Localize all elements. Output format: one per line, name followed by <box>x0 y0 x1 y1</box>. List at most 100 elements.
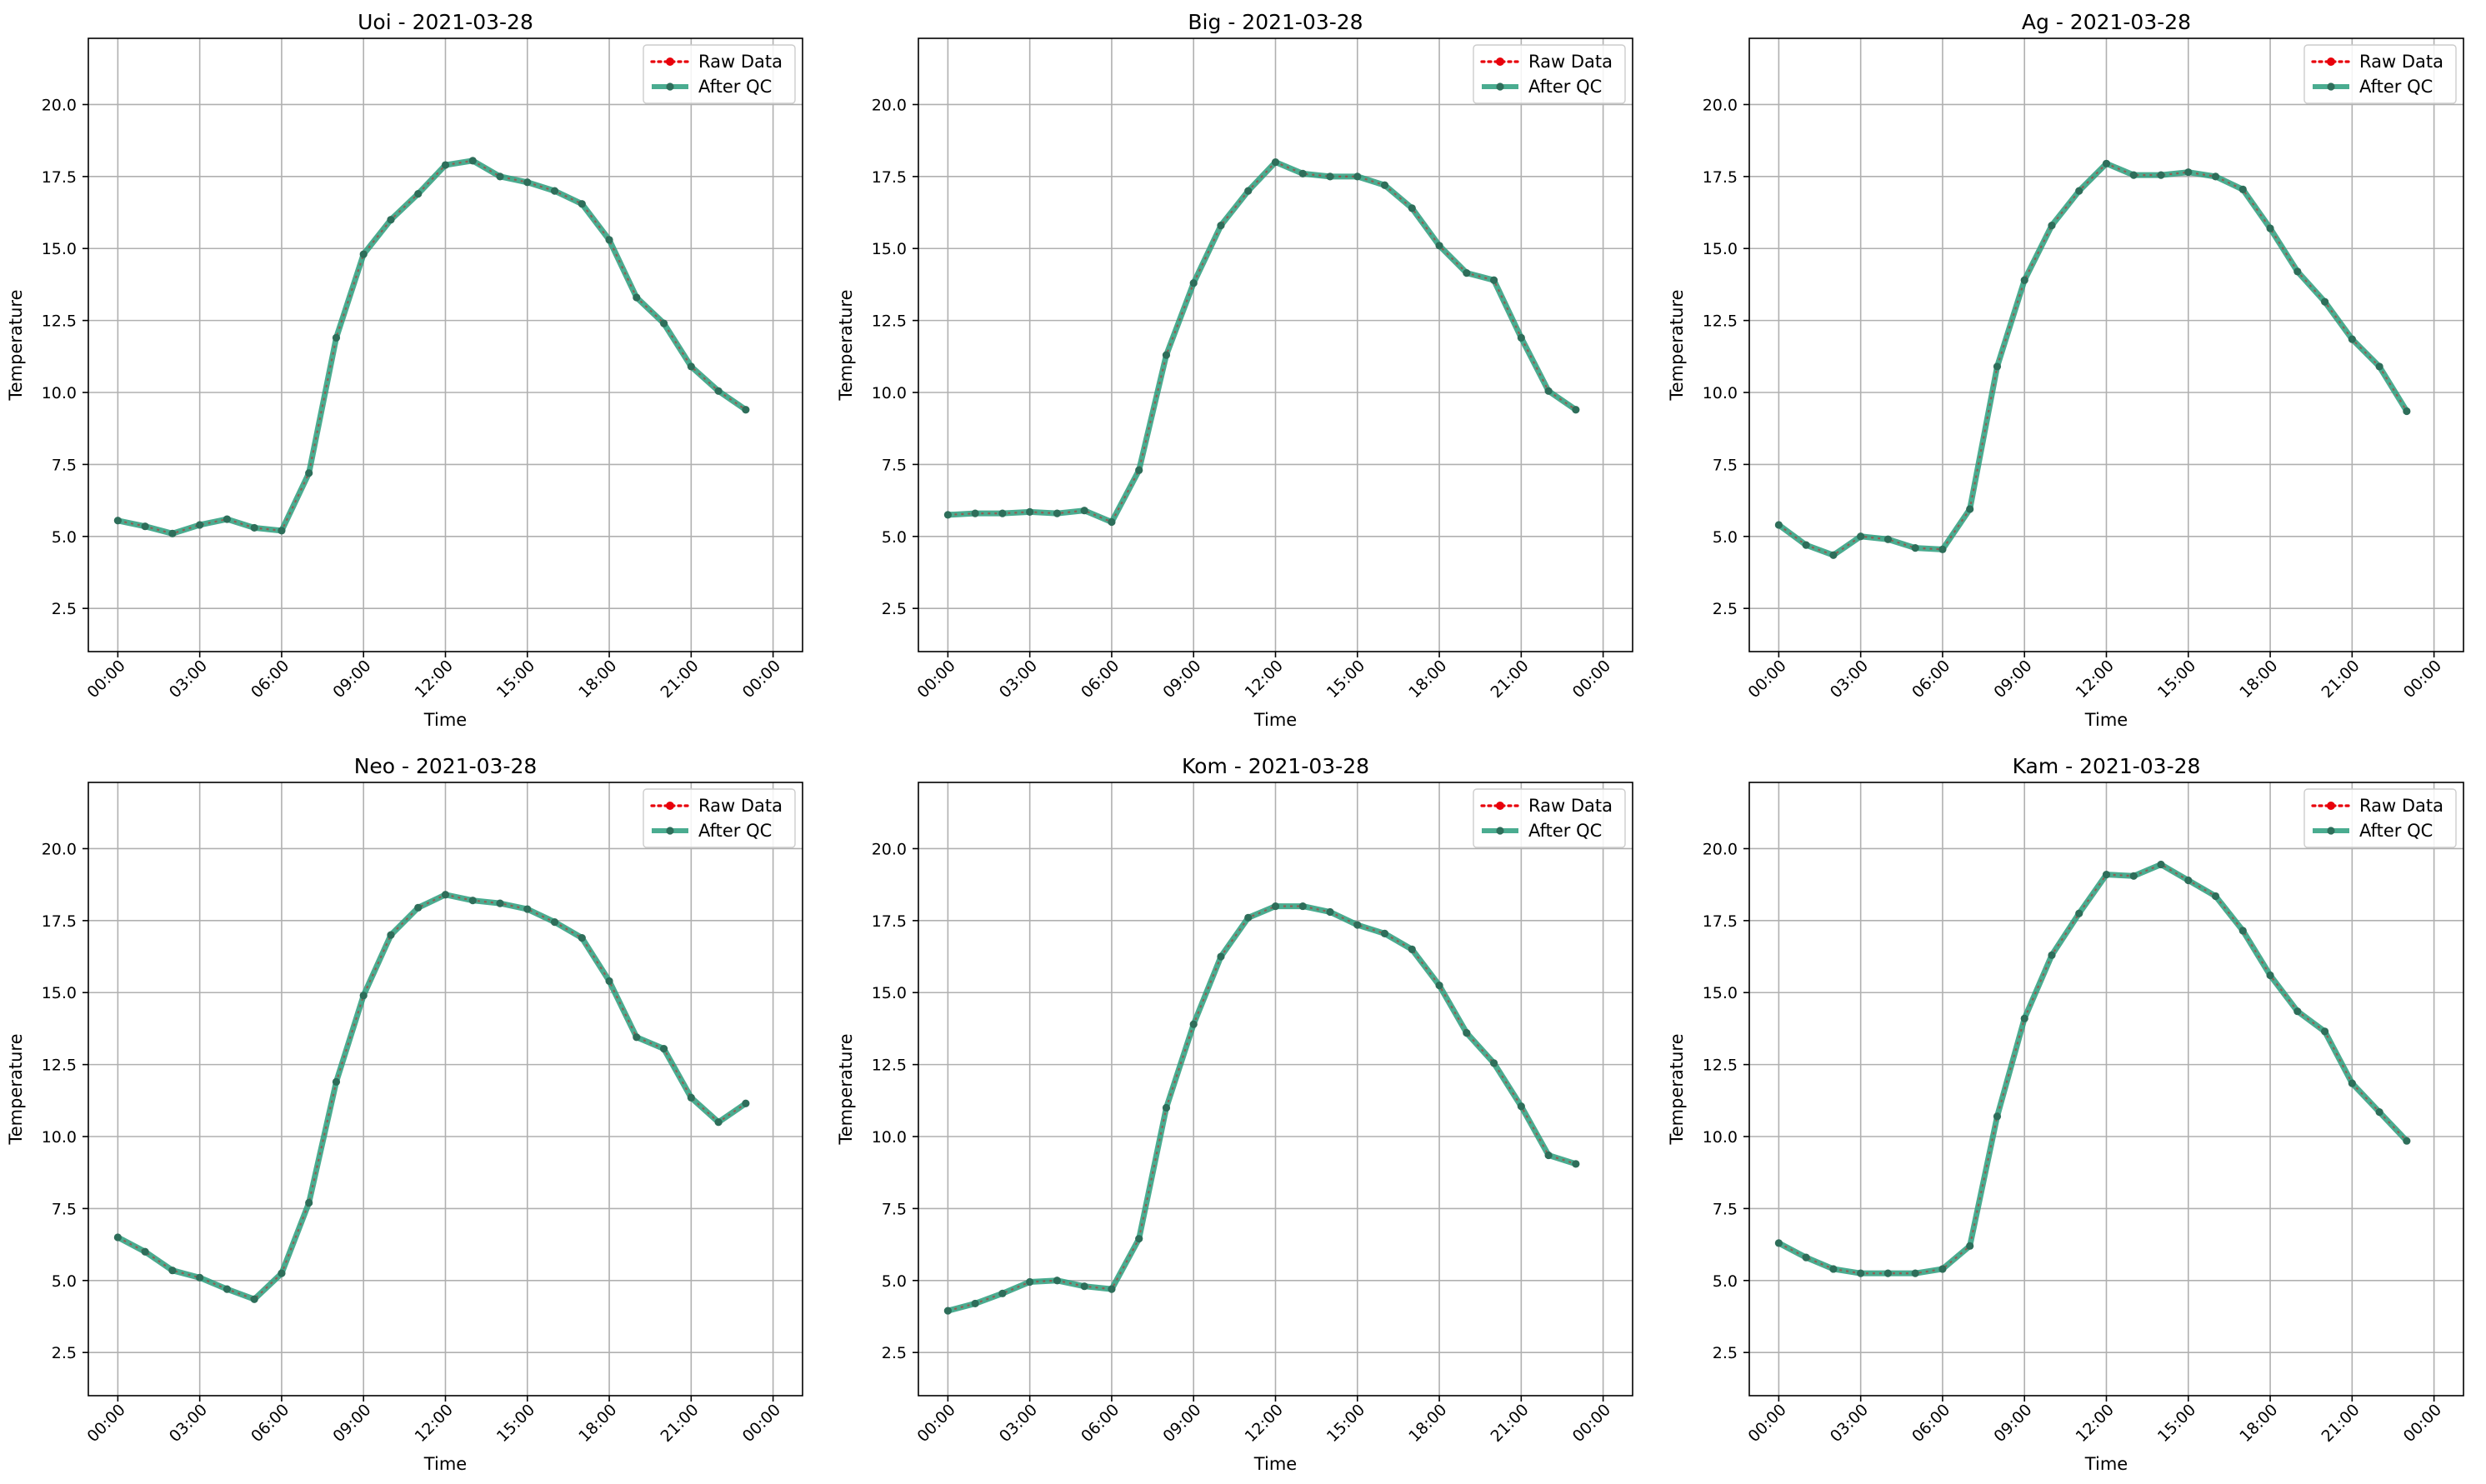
data-point <box>523 905 532 913</box>
data-point <box>2129 171 2138 179</box>
y-tick-label: 5.0 <box>1713 1272 1738 1291</box>
data-point <box>605 236 613 244</box>
data-point <box>578 200 586 208</box>
data-point <box>1244 187 1253 195</box>
data-point <box>1108 517 1116 527</box>
data-point <box>2048 951 2056 959</box>
data-point <box>168 1267 177 1275</box>
legend: Raw Data After QC <box>1473 44 1626 104</box>
data-point <box>971 1299 979 1308</box>
legend-label-raw-data: Raw Data <box>698 796 783 816</box>
y-tick-label: 15.0 <box>42 984 77 1002</box>
data-point <box>1463 269 1471 277</box>
grid <box>1749 782 2463 1396</box>
legend: Raw Data After QC <box>1473 788 1626 848</box>
data-point <box>633 1033 641 1042</box>
x-tick-label: 18:00 <box>575 1401 620 1446</box>
x-tick-label: 00:00 <box>2400 1401 2445 1446</box>
data-point <box>1829 551 1838 559</box>
y-tick-label: 2.5 <box>882 600 907 618</box>
data-point <box>971 509 979 517</box>
series-raw-data-line <box>948 905 1577 1312</box>
data-point <box>1026 507 1034 517</box>
x-tick-label: 12:00 <box>412 657 457 702</box>
data-point <box>141 522 149 531</box>
data-point <box>332 1077 341 1086</box>
data-point <box>305 469 313 477</box>
x-tick-label: 15:00 <box>493 1401 538 1446</box>
legend-raw-marker <box>2327 57 2335 66</box>
y-tick-label: 2.5 <box>52 1344 77 1362</box>
x-tick-label: 00:00 <box>1745 1401 1790 1446</box>
data-point <box>223 1285 232 1293</box>
x-tick-label: 03:00 <box>996 1401 1041 1446</box>
data-point <box>1802 1253 1810 1262</box>
y-tick-label: 12.5 <box>1703 312 1738 331</box>
data-point <box>1938 545 1947 553</box>
data-point <box>998 1289 1007 1297</box>
x-tick-label: 18:00 <box>1405 1401 1450 1446</box>
series-after-qc-line <box>944 903 1579 1314</box>
legend: Raw Data After QC <box>643 44 796 104</box>
x-tick-label: 12:00 <box>2073 1401 2118 1446</box>
data-point <box>578 933 586 942</box>
legend-label-raw-data: Raw Data <box>2359 52 2443 72</box>
x-tick-label: 09:00 <box>1159 657 1204 702</box>
y-tick-label: 17.5 <box>872 168 907 187</box>
data-point <box>468 897 477 905</box>
data-point <box>2075 909 2083 917</box>
data-point <box>2293 1007 2302 1016</box>
x-tick-label: 03:00 <box>166 1401 211 1446</box>
y-tick-label: 17.5 <box>42 912 77 931</box>
data-point <box>1080 1282 1088 1291</box>
data-point <box>1298 169 1307 177</box>
data-point <box>278 1269 286 1277</box>
y-tick-label: 15.0 <box>872 240 907 258</box>
data-point <box>1883 1269 1893 1277</box>
data-point <box>2020 1014 2028 1022</box>
subplot-3: 2.5 5.0 7.5 10.0 12.5 15.0 17.5 20.0 00:00 03:00 0… <box>1667 10 2464 730</box>
x-axis-label: Time <box>2084 1454 2128 1474</box>
x-tick-label: 00:00 <box>914 1401 959 1446</box>
series-raw-data-line <box>1778 162 2408 557</box>
data-point <box>1326 907 1334 917</box>
data-point <box>687 362 695 371</box>
data-point <box>441 891 450 899</box>
x-tick-label: 21:00 <box>657 657 702 702</box>
x-tick-label: 06:00 <box>1908 1401 1953 1446</box>
data-point <box>1883 535 1893 543</box>
data-point <box>2320 1027 2329 1036</box>
x-tick-label: 15:00 <box>1323 657 1368 702</box>
legend-label-after-qc: After QC <box>698 77 772 97</box>
legend-qc-marker <box>2327 82 2335 91</box>
data-point <box>2102 159 2111 167</box>
legend-qc-marker <box>2327 827 2335 835</box>
data-point <box>196 1273 204 1282</box>
data-point <box>1938 1265 1947 1273</box>
grid <box>918 38 1633 652</box>
x-tick-label: 06:00 <box>1078 1401 1123 1446</box>
data-point <box>468 157 477 165</box>
x-tick-label: 09:00 <box>329 1401 374 1446</box>
data-point <box>2293 267 2302 276</box>
legend-label-after-qc: After QC <box>2359 77 2433 97</box>
legend-qc-marker <box>1496 82 1504 91</box>
legend-label-raw-data: Raw Data <box>698 52 783 72</box>
x-tick-label: 09:00 <box>1159 1401 1204 1446</box>
data-point <box>2157 171 2165 179</box>
data-point <box>1298 902 1307 911</box>
x-tick-label: 06:00 <box>248 1401 293 1446</box>
data-point <box>2266 224 2274 232</box>
x-tick-label: 18:00 <box>2236 657 2281 702</box>
data-point <box>1774 521 1783 529</box>
series-raw-data-line <box>117 893 747 1301</box>
chart-title: Neo - 2021-03-28 <box>354 754 538 778</box>
data-point <box>1026 1277 1034 1287</box>
y-tick-label: 7.5 <box>882 1200 907 1218</box>
data-point <box>496 899 504 907</box>
y-axis-label: Temperature <box>836 1033 856 1145</box>
y-tick-label: 12.5 <box>872 312 907 331</box>
data-point <box>2320 297 2329 306</box>
x-axis-label: Time <box>423 710 467 730</box>
legend-label-after-qc: After QC <box>2359 821 2433 841</box>
